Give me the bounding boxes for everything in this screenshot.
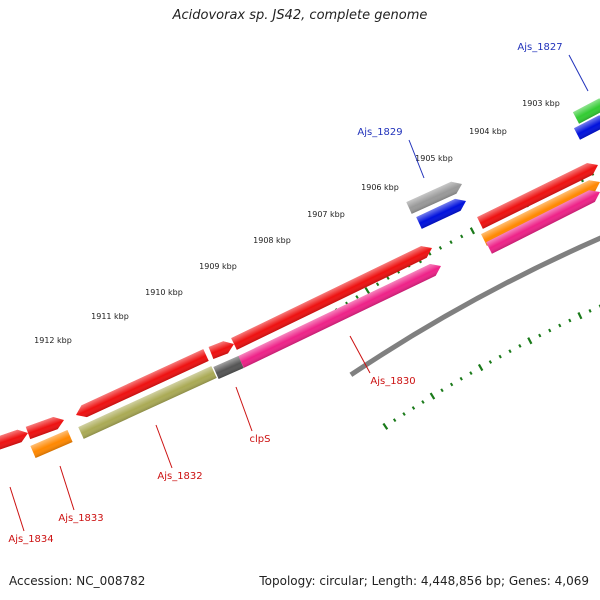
genome-backbone xyxy=(349,235,600,377)
tick-inner xyxy=(568,318,572,323)
tick-inner xyxy=(449,382,454,387)
gene-label-ajs_1834[interactable]: Ajs_1834 xyxy=(8,534,53,545)
tick-inner xyxy=(429,392,436,400)
tick-inner xyxy=(411,406,416,410)
tick-inner xyxy=(588,309,592,313)
tick-outer xyxy=(364,287,371,295)
tick-inner xyxy=(477,363,484,372)
tick-label: 1910 kbp xyxy=(145,288,183,297)
tick-inner xyxy=(440,388,444,393)
tick-inner xyxy=(459,376,463,381)
gene-label-ajs_1827[interactable]: Ajs_1827 xyxy=(517,42,562,53)
tick-outer xyxy=(438,246,443,250)
tick-label: 1904 kbp xyxy=(469,127,507,136)
gene-arrow xyxy=(481,180,600,246)
tick-label: 1912 kbp xyxy=(34,336,72,345)
gene-label-ajs_1830[interactable]: Ajs_1830 xyxy=(370,376,415,387)
gene-arrow xyxy=(416,198,466,229)
gene-arrow xyxy=(477,163,599,229)
gene-label-ajs_1829[interactable]: Ajs_1829 xyxy=(357,127,402,138)
tick-label: 1906 kbp xyxy=(361,183,399,192)
tick-inner xyxy=(402,412,406,416)
callout-line xyxy=(235,386,253,432)
genome-stats-text: Topology: circular; Length: 4,448,856 bp… xyxy=(259,574,589,588)
gene-arrow xyxy=(572,98,600,124)
gene-arrow xyxy=(486,190,600,254)
tick-label: 1907 kbp xyxy=(307,210,345,219)
gene-features xyxy=(0,98,600,458)
gene-arrow xyxy=(231,246,432,350)
tick-inner xyxy=(508,349,512,354)
tick-inner xyxy=(392,418,397,423)
gene-label-clps[interactable]: clpS xyxy=(250,434,271,445)
tick-inner xyxy=(498,354,502,359)
callout-line xyxy=(155,424,173,469)
tick-inner xyxy=(558,323,562,328)
tick-inner xyxy=(488,360,493,364)
map-title: Acidovorax sp. JS42, complete genome xyxy=(172,8,428,23)
tick-inner xyxy=(538,333,542,338)
gene-arrow xyxy=(406,181,463,214)
tick-label: 1908 kbp xyxy=(253,236,291,245)
tick-inner xyxy=(382,422,389,430)
callout-line xyxy=(59,465,75,511)
gene-arrow xyxy=(78,366,217,439)
tick-outer xyxy=(355,295,359,299)
tick-outer xyxy=(469,227,476,235)
callout-line xyxy=(9,486,25,532)
tick-outer xyxy=(449,240,453,245)
gene-label-ajs_1832[interactable]: Ajs_1832 xyxy=(157,471,202,482)
gene-arrow xyxy=(25,416,64,440)
tick-label: 1911 kbp xyxy=(91,312,129,321)
gene-arrow xyxy=(0,429,29,453)
gene-arrow xyxy=(238,264,442,368)
gene-callouts: Ajs_1827 Ajs_1829 Ajs_1830 clpS Ajs_1832 Ajs_… xyxy=(8,42,589,545)
tick-label: 1905 kbp xyxy=(415,154,453,163)
gene-arrow xyxy=(76,349,209,418)
tick-outer xyxy=(460,234,464,239)
tick-inner xyxy=(548,328,552,333)
tick-outer xyxy=(386,276,390,280)
gene-arrow xyxy=(208,341,235,360)
gene-arrow xyxy=(574,115,600,140)
callout-line xyxy=(349,335,371,374)
tick-labels: 1903 kbp 1904 kbp 1905 kbp 1906 kbp 1907 kbp… xyxy=(34,99,560,345)
accession-text: Accession: NC_008782 xyxy=(9,574,146,588)
gene-arrow xyxy=(30,430,73,458)
gene-label-ajs_1833[interactable]: Ajs_1833 xyxy=(58,513,103,524)
callout-line xyxy=(568,54,589,92)
tick-outer xyxy=(375,282,380,287)
tick-inner xyxy=(527,337,533,345)
tick-inner xyxy=(518,344,522,348)
tick-inner xyxy=(577,312,583,320)
tick-label: 1903 kbp xyxy=(522,99,560,108)
gene-arrow xyxy=(213,356,244,379)
tick-inner xyxy=(421,400,425,404)
tick-label: 1909 kbp xyxy=(199,262,237,271)
tick-marks-inner xyxy=(382,304,600,430)
callout-line xyxy=(408,139,425,179)
tick-inner xyxy=(469,371,473,375)
